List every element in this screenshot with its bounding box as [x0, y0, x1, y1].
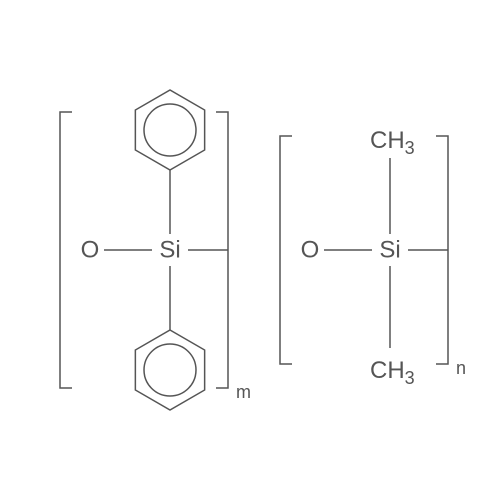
unit1-subscript-m: m — [236, 382, 251, 402]
unit2-subscript-n: n — [456, 358, 466, 378]
unit1-phenyl-bottom-hexagon — [135, 330, 204, 410]
unit2-O-label: O — [301, 237, 320, 264]
chemical-structure-diagram: O Si m O Si CH3 CH3 n — [0, 0, 500, 500]
unit2-CH3-bottom: CH3 — [370, 357, 415, 388]
unit1-phenyl-top-circle — [144, 104, 196, 156]
unit2-Si-label: Si — [379, 237, 400, 264]
unit2-bracket-left — [280, 136, 292, 364]
unit1-Si-label: Si — [159, 237, 180, 264]
unit1-phenyl-top-hexagon — [135, 90, 204, 170]
unit1-phenyl-bottom-circle — [144, 344, 196, 396]
unit1-O-label: O — [81, 237, 100, 264]
unit2-CH3-top: CH3 — [370, 127, 415, 158]
unit1-bracket-left — [60, 112, 72, 388]
